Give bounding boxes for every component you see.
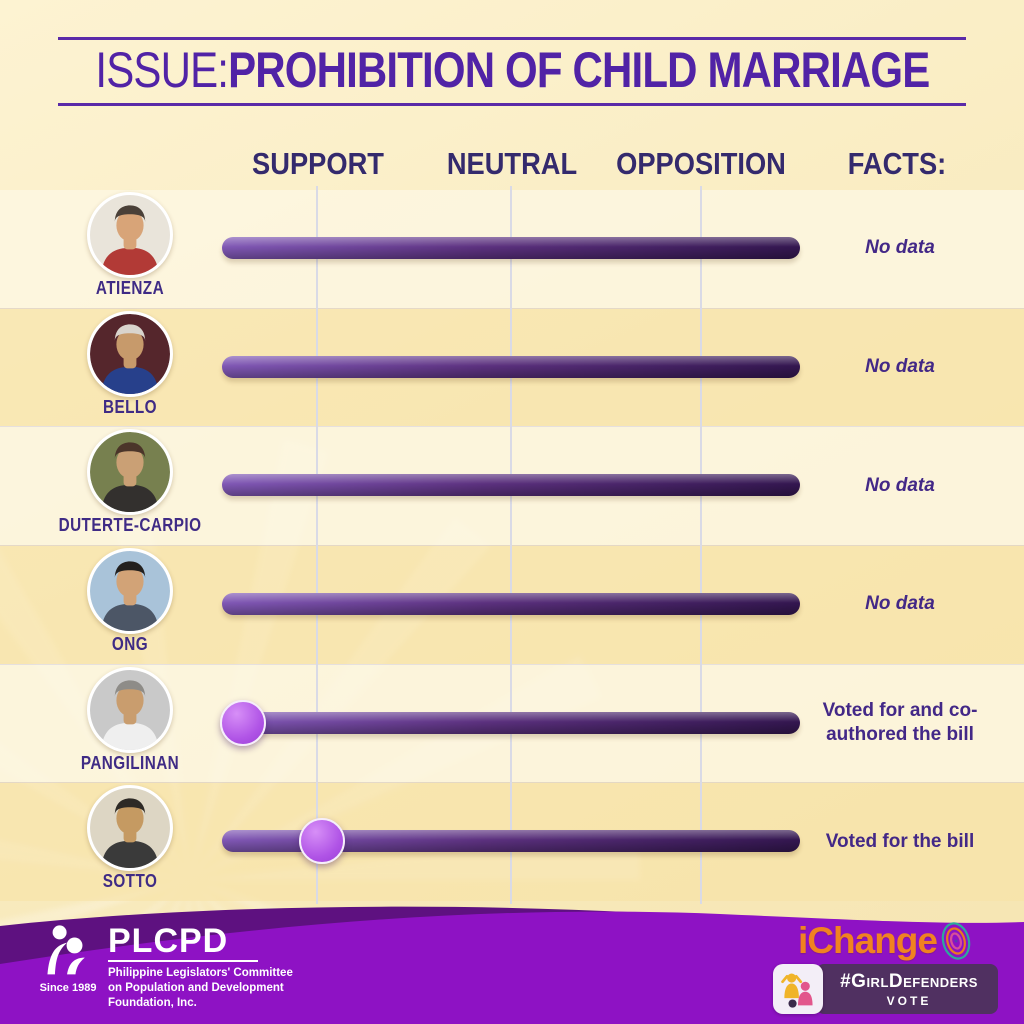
avatar xyxy=(87,785,173,872)
legislator-row: BELLO No data xyxy=(0,307,1024,427)
plcpd-underline xyxy=(108,960,258,963)
legislator-row: DUTERTE-CARPIO No data xyxy=(0,426,1024,545)
stance-bar xyxy=(222,830,800,853)
gridline-support xyxy=(316,186,318,904)
badge-hashtag: #GirlDefenders xyxy=(840,970,978,992)
plcpd-acronym: PLCPD xyxy=(108,922,229,961)
avatar-placeholder-image xyxy=(90,432,170,513)
stance-bar xyxy=(222,474,800,497)
plcpd-logo: Since 1989 PLCPD Philippine Legislators'… xyxy=(38,924,293,1011)
gridline-neutral xyxy=(510,186,512,904)
column-header-neutral: NEUTRAL xyxy=(446,146,578,181)
footer-wave xyxy=(0,906,1024,1024)
badge-figures-icon xyxy=(781,973,813,1008)
legislator-name: SOTTO xyxy=(102,871,158,892)
avatar xyxy=(87,429,173,516)
ichange-brand: iChange xyxy=(798,920,938,961)
stance-marker xyxy=(299,818,345,865)
avatar xyxy=(87,666,173,753)
avatar-placeholder-image xyxy=(90,550,170,631)
girldefenders-badge: #GirlDefenders VOTE xyxy=(773,964,998,1014)
title-divider-bottom xyxy=(58,103,966,106)
avatar-placeholder-image xyxy=(90,313,170,394)
plcpd-since: Since 1989 xyxy=(39,982,97,995)
avatar xyxy=(87,310,173,397)
stance-bar xyxy=(222,355,800,378)
stance-marker xyxy=(220,699,266,746)
title-divider-top xyxy=(58,37,966,40)
title-prefix: ISSUE: xyxy=(95,42,229,98)
legislator-name: ATIENZA xyxy=(95,278,165,298)
avatar-placeholder-image xyxy=(90,195,170,275)
title-main: PROHIBITION OF CHILD MARRIAGE xyxy=(227,42,930,98)
plcpd-org-line: on Population and Development xyxy=(108,982,284,995)
legislator-name: ONG xyxy=(111,633,149,654)
stance-grid: ATIENZA No data BELLO No data xyxy=(0,186,1024,904)
plcpd-org-line: Philippine Legislators' Committee xyxy=(108,967,293,980)
legislator-row: SOTTO Voted for the bill xyxy=(0,782,1024,901)
fact-text: Voted for the bill xyxy=(825,830,975,852)
ichange-logo: iChange xyxy=(773,920,998,1014)
column-header-opposition: OPPOSITION xyxy=(616,146,786,181)
legislator-row: ATIENZA No data xyxy=(0,190,1024,308)
avatar-placeholder-image xyxy=(90,788,170,869)
stance-bar xyxy=(222,711,800,734)
avatar xyxy=(87,192,173,278)
plcpd-org-name: Philippine Legislators' Committee on Pop… xyxy=(108,966,293,1011)
badge-vote: VOTE xyxy=(886,993,932,1008)
legislator-name: PANGILINAN xyxy=(80,752,180,773)
stance-bar xyxy=(222,592,800,615)
gridline-opposition xyxy=(700,186,702,904)
avatar-placeholder-image xyxy=(90,669,170,750)
fact-text: No data xyxy=(865,356,935,378)
plcpd-figures-icon xyxy=(47,925,85,975)
fact-text: No data xyxy=(865,237,935,259)
fingerprint-icon xyxy=(941,922,971,960)
legislator-row: PANGILINAN Voted for and co-authored the… xyxy=(0,663,1024,783)
legislator-name: DUTERTE-CARPIO xyxy=(58,515,202,536)
fact-text: No data xyxy=(865,474,935,496)
column-header-support: SUPPORT xyxy=(252,146,384,181)
column-header-facts: FACTS: xyxy=(847,146,947,181)
fact-text: Voted for and co-authored the bill xyxy=(822,699,978,746)
legislator-name: BELLO xyxy=(103,396,157,417)
legislator-row: ONG No data xyxy=(0,544,1024,664)
plcpd-org-line: Foundation, Inc. xyxy=(108,997,197,1010)
page-title: ISSUE:PROHIBITION OF CHILD MARRIAGE xyxy=(0,42,1024,98)
stance-bar xyxy=(222,237,800,259)
avatar xyxy=(87,547,173,634)
fact-text: No data xyxy=(865,593,935,615)
